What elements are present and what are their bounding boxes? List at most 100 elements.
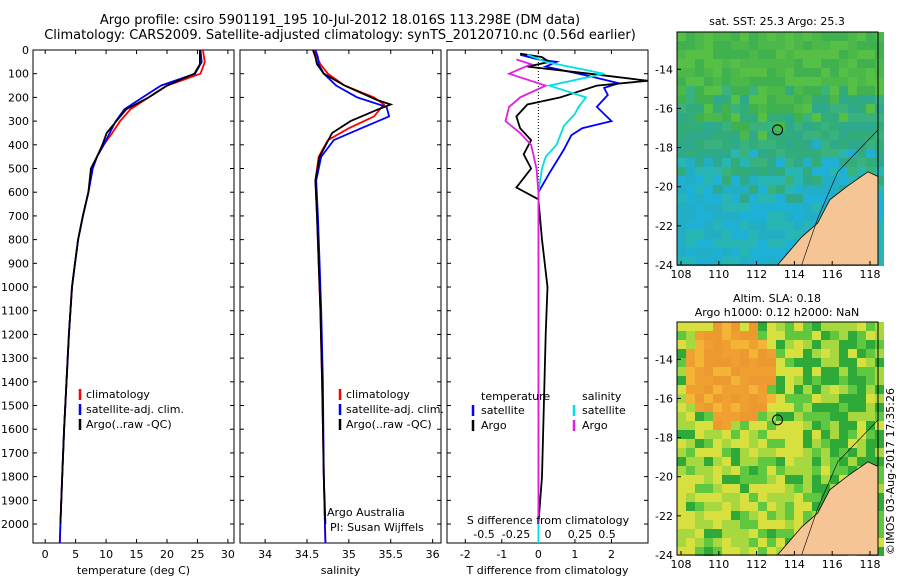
sst-map-cell: [749, 32, 758, 41]
sla-map-cell: [758, 412, 767, 421]
sst-map-cell: [695, 230, 704, 239]
sst-map-cell: [731, 239, 740, 248]
sla-map-cell: [767, 493, 776, 502]
sla-map-cell: [731, 547, 740, 556]
sla-map-cell: [875, 448, 884, 457]
sla-map-cell: [722, 412, 731, 421]
sst-map-cell: [794, 212, 803, 221]
depth-tick-label: 600: [8, 186, 29, 199]
sst-map-cell: [740, 50, 749, 59]
sst-map-cell: [839, 95, 848, 104]
sst-map-cell: [686, 86, 695, 95]
sst-map-cell: [740, 176, 749, 185]
sla-map-cell: [794, 367, 803, 376]
sla-map-cell: [767, 448, 776, 457]
sla-map-cell: [803, 412, 812, 421]
sla-map-cell: [857, 340, 866, 349]
sst-map-cell: [857, 41, 866, 50]
sst-map-cell: [857, 86, 866, 95]
depth-tick-label: 1000: [1, 281, 29, 294]
sst-map-cell: [740, 95, 749, 104]
sst-map-cell: [749, 131, 758, 140]
sst-map-cell: [839, 77, 848, 86]
sla-map-cell: [812, 340, 821, 349]
sla-map-cell: [731, 484, 740, 493]
title-line-1: Argo profile: csiro 5901191_195 10-Jul-2…: [99, 13, 581, 28]
sla-map-cell: [776, 520, 785, 529]
sla-map-cell: [830, 421, 839, 430]
sla-map-cell: [776, 466, 785, 475]
sla-map-cell: [776, 529, 785, 538]
sst-map-cell: [713, 68, 722, 77]
sst-map-cell: [875, 212, 884, 221]
sla-map-cell: [812, 430, 821, 439]
sla-map-cell: [776, 484, 785, 493]
sst-map-cell: [785, 230, 794, 239]
sst-map-cell: [776, 248, 785, 257]
sla-map-cell: [677, 502, 686, 511]
sla-map-cell: [857, 367, 866, 376]
sla-map-cell: [848, 385, 857, 394]
sst-map-cell: [731, 248, 740, 257]
sst-map-cell: [704, 50, 713, 59]
sla-map-cell: [857, 421, 866, 430]
sla-map-cell: [803, 358, 812, 367]
sla-map-cell: [704, 439, 713, 448]
sst-map-cell: [839, 113, 848, 122]
sla-map-cell: [677, 358, 686, 367]
sst-map-cell: [812, 86, 821, 95]
sla-map-cell: [713, 349, 722, 358]
sla-map-cell: [857, 349, 866, 358]
sst-map-cell: [758, 50, 767, 59]
sst-map-cell: [704, 212, 713, 221]
sst-map-cell: [686, 59, 695, 68]
sst-map-cell: [839, 158, 848, 167]
sla-map-cell: [776, 421, 785, 430]
sst-map-cell: [875, 176, 884, 185]
sst-map-cell: [812, 113, 821, 122]
sst-map-cell: [740, 203, 749, 212]
sla-map-cell: [866, 367, 875, 376]
sst-map-cell: [740, 257, 749, 266]
sst-map-cell: [749, 194, 758, 203]
sst-map-cell: [812, 131, 821, 140]
sst-map-cell: [731, 50, 740, 59]
sla-map-cell: [695, 376, 704, 385]
sst-map-cell: [695, 95, 704, 104]
sst-map-cell: [785, 68, 794, 77]
depth-tick-label: 900: [8, 257, 29, 270]
sla-map-cell: [686, 502, 695, 511]
sla-map-cell: [857, 439, 866, 448]
sla-map-ytick-label: -20: [655, 471, 673, 484]
sla-map-cell: [713, 493, 722, 502]
sst-map-cell: [848, 167, 857, 176]
sla-map-cell: [713, 475, 722, 484]
sst-map-cell: [731, 68, 740, 77]
temperature-xlabel: temperature (deg C): [77, 564, 190, 577]
sst-map-cell: [803, 158, 812, 167]
sla-map-cell: [839, 412, 848, 421]
sla-map-cell: [749, 331, 758, 340]
sla-map-cell: [704, 511, 713, 520]
sst-map-cell: [677, 41, 686, 50]
sst-map-cell: [722, 140, 731, 149]
sst-map-cell: [803, 104, 812, 113]
sst-map-cell: [695, 32, 704, 41]
sla-map-cell: [785, 403, 794, 412]
diff-top-tick: -0.5: [473, 528, 494, 541]
sst-map-cell: [866, 158, 875, 167]
sst-map-cell: [704, 113, 713, 122]
sst-map-cell: [695, 239, 704, 248]
sst-map-cell: [713, 41, 722, 50]
sst-map-xtick-label: 110: [708, 268, 729, 281]
sst-map-cell: [731, 77, 740, 86]
sla-map-cell: [695, 439, 704, 448]
sla-map-cell: [758, 538, 767, 547]
sla-map-cell: [812, 457, 821, 466]
sst-map-cell: [704, 86, 713, 95]
sla-map-cell: [740, 349, 749, 358]
sla-map-cell: [875, 475, 884, 484]
sla-map-cell: [740, 493, 749, 502]
sst-map-cell: [704, 122, 713, 131]
temperature-legend-label: climatology: [86, 388, 150, 401]
